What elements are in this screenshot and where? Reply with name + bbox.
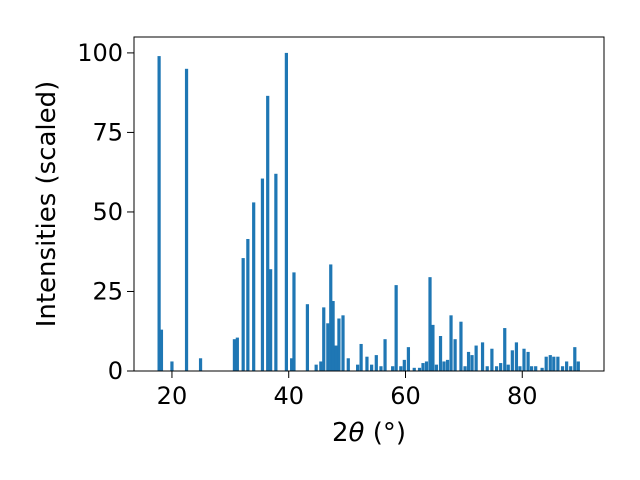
y-tick-label: 75	[92, 118, 123, 146]
bar-38	[402, 359, 406, 371]
bar-66	[518, 366, 522, 371]
bar-46	[434, 364, 439, 371]
bar-34	[383, 339, 387, 371]
bar-12	[269, 269, 273, 371]
bar-11	[266, 95, 270, 371]
bar-2	[170, 361, 174, 371]
x-axis-label: 2θ (°)	[332, 418, 406, 448]
y-tick-label: 0	[108, 357, 123, 385]
bar-39	[406, 347, 411, 371]
x-tick-label: 40	[273, 382, 304, 410]
bar-22	[329, 264, 333, 371]
bar-24	[334, 345, 338, 371]
bar-72	[544, 356, 548, 371]
bar-42	[421, 363, 425, 371]
x-tick-label: 20	[157, 382, 188, 410]
bar-17	[305, 304, 310, 371]
bar-33	[379, 366, 383, 371]
bar-44	[428, 277, 432, 371]
bar-30	[365, 356, 369, 371]
bar-78	[569, 366, 573, 371]
bar-32	[374, 355, 378, 371]
bar-73	[548, 355, 552, 371]
bar-1	[159, 329, 164, 371]
bar-52	[459, 321, 463, 371]
bar-26	[341, 315, 345, 371]
bar-67	[522, 348, 526, 371]
plot-frame	[133, 36, 605, 372]
bar-80	[576, 361, 580, 371]
bar-75	[556, 356, 560, 371]
bar-49	[445, 359, 450, 371]
bar-8	[246, 238, 250, 371]
bar-51	[453, 339, 457, 371]
x-tick-label: 60	[390, 382, 421, 410]
bar-58	[485, 366, 489, 371]
bar-25	[337, 318, 341, 371]
bar-27	[346, 358, 350, 371]
bar-71	[540, 367, 544, 371]
bar-50	[449, 315, 453, 371]
bar-4	[198, 358, 203, 371]
bar-61	[499, 363, 503, 371]
bars-group	[157, 52, 580, 372]
bar-36	[394, 285, 398, 371]
bar-69	[530, 366, 534, 371]
bar-20	[322, 307, 326, 371]
bar-45	[431, 324, 435, 371]
bar-65	[514, 342, 519, 371]
bar-6	[235, 337, 239, 371]
y-axis: 0 25 50 75 100	[77, 39, 134, 385]
bar-9	[252, 202, 256, 371]
bar-68	[526, 351, 530, 371]
y-tick-label: 25	[92, 277, 123, 305]
bar-77	[565, 361, 569, 371]
bar-21	[326, 323, 330, 371]
bar-59	[490, 348, 494, 371]
bar-62	[503, 328, 507, 371]
y-axis-label: Intensities (scaled)	[32, 81, 62, 328]
bar-14	[284, 52, 288, 372]
bar-56	[474, 345, 478, 371]
bar-63	[506, 364, 510, 371]
bar-70	[534, 366, 538, 371]
bar-3	[184, 68, 189, 371]
bar-43	[424, 361, 429, 371]
bar-41	[417, 367, 422, 371]
bar-60	[494, 366, 499, 371]
bar-16	[292, 272, 296, 371]
bar-23	[331, 301, 335, 371]
bar-35	[391, 366, 395, 371]
bar-31	[370, 364, 374, 371]
bar-54	[466, 351, 471, 371]
bar-18	[314, 364, 318, 371]
bar-55	[470, 355, 474, 371]
bar-7	[241, 258, 245, 371]
bar-48	[442, 361, 446, 371]
bar-79	[573, 347, 577, 371]
bar-13	[274, 173, 278, 371]
bar-64	[510, 350, 514, 371]
bar-28	[356, 364, 360, 371]
bar-74	[552, 356, 556, 371]
x-axis: 20 40 60 80	[157, 371, 538, 410]
bar-76	[560, 366, 565, 371]
y-tick-label: 50	[92, 198, 123, 226]
bar-47	[438, 336, 443, 371]
bar-0	[157, 56, 161, 372]
bar-37	[399, 366, 403, 371]
x-tick-label: 80	[507, 382, 538, 410]
bar-29	[359, 343, 363, 371]
y-tick-label: 100	[77, 39, 123, 67]
bar-10	[260, 178, 265, 371]
bar-15	[290, 358, 294, 371]
bar-19	[319, 361, 323, 371]
bar-40	[412, 367, 416, 371]
bar-53	[463, 366, 467, 371]
bar-5	[232, 339, 237, 371]
bar-57	[480, 342, 485, 371]
